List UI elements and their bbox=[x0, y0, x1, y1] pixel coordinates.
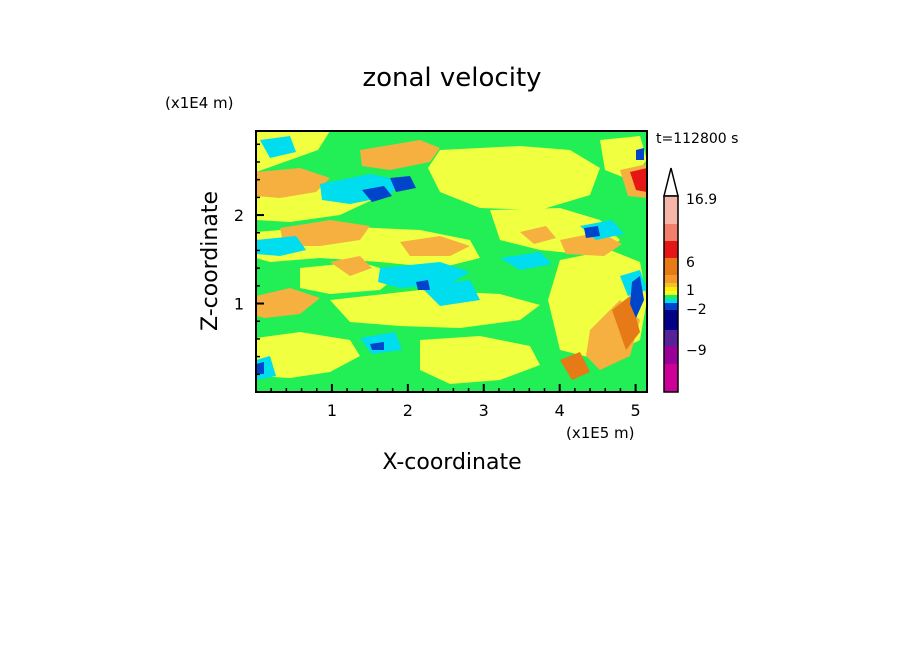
field-contour-lightyellow bbox=[300, 262, 400, 294]
plot-frame bbox=[255, 130, 648, 393]
field-contour-orange bbox=[360, 140, 440, 170]
x-tick-label: 4 bbox=[555, 401, 565, 420]
x-ticks: 1 2 3 4 5 bbox=[270, 384, 641, 420]
field-contour-orange bbox=[520, 226, 556, 244]
field-contour-blue bbox=[630, 276, 644, 318]
time-label: t=112800 s bbox=[656, 131, 738, 147]
field-contour-blue bbox=[362, 186, 392, 202]
colorbar-segment bbox=[664, 364, 678, 392]
field-contour-orange bbox=[256, 288, 320, 318]
field-contour-lightyellow bbox=[330, 290, 540, 328]
field-contour-orange bbox=[330, 256, 372, 276]
colorbar-label: −2 bbox=[686, 302, 707, 318]
field-contour-red bbox=[630, 168, 647, 192]
field-contour-orange bbox=[256, 168, 330, 198]
colorbar-label: 6 bbox=[686, 255, 695, 271]
colorbar-frame bbox=[663, 195, 679, 393]
x-scale-label: (x1E5 m) bbox=[566, 424, 635, 442]
colorbar-label: −9 bbox=[686, 343, 707, 359]
field-contour-cyan bbox=[256, 236, 306, 256]
field-contour-lightyellow bbox=[420, 336, 540, 384]
field-contour-blue bbox=[256, 362, 264, 374]
colorbar-label: 16.9 bbox=[686, 192, 717, 208]
x-tick-label: 3 bbox=[479, 401, 489, 420]
y-ticks: 12 bbox=[234, 143, 264, 376]
field-contour-blue bbox=[390, 176, 416, 192]
x-axis-title: X-coordinate bbox=[382, 450, 521, 475]
colorbar-segment bbox=[664, 258, 678, 275]
colorbar-segment bbox=[664, 241, 678, 258]
field-contour-blue bbox=[416, 280, 430, 290]
velocity-field bbox=[256, 131, 647, 384]
colorbar-segment bbox=[664, 295, 678, 299]
field-contour-orange bbox=[560, 232, 622, 256]
x-tick-label: 1 bbox=[327, 401, 337, 420]
field-contour-cyan bbox=[260, 136, 296, 158]
y-tick-label: 1 bbox=[234, 295, 244, 314]
colorbar-segment bbox=[664, 283, 678, 287]
colorbar-segment bbox=[664, 346, 678, 364]
colorbar-segment bbox=[664, 275, 678, 283]
colorbar-segment bbox=[664, 303, 678, 310]
y-scale-label: (x1E4 m) bbox=[165, 94, 234, 112]
field-contour-orange bbox=[280, 220, 370, 246]
field-contour-blue bbox=[584, 226, 600, 238]
field-contour-cyan bbox=[500, 252, 552, 270]
field-contour-blue bbox=[636, 148, 644, 160]
colorbar: 16.9 6 1 −2 −9 bbox=[663, 167, 717, 393]
colorbar-extension bbox=[663, 167, 679, 197]
y-tick-label: 2 bbox=[234, 206, 244, 225]
field-contour-blue bbox=[370, 342, 384, 350]
field-contour-lightyellow bbox=[428, 146, 600, 210]
colorbar-segment bbox=[664, 196, 678, 224]
colorbar-segment bbox=[664, 310, 678, 330]
x-tick-label: 5 bbox=[631, 401, 641, 420]
field-contour-orange bbox=[400, 236, 470, 256]
colorbar-segment bbox=[664, 330, 678, 346]
colorbar-segment bbox=[664, 287, 678, 291]
field-contour-cyan bbox=[378, 262, 470, 288]
x-tick-label: 2 bbox=[403, 401, 413, 420]
colorbar-segment bbox=[664, 299, 678, 303]
colorbar-segment bbox=[664, 224, 678, 241]
colorbar-label: 1 bbox=[686, 283, 695, 299]
chart-title: zonal velocity bbox=[362, 63, 541, 93]
field-contour-lightyellow bbox=[256, 332, 360, 378]
y-axis-title: Z-coordinate bbox=[198, 191, 223, 331]
field-contour-darkorange bbox=[560, 352, 590, 380]
field-contour-cyan bbox=[420, 280, 480, 306]
colorbar-segment bbox=[664, 291, 678, 295]
